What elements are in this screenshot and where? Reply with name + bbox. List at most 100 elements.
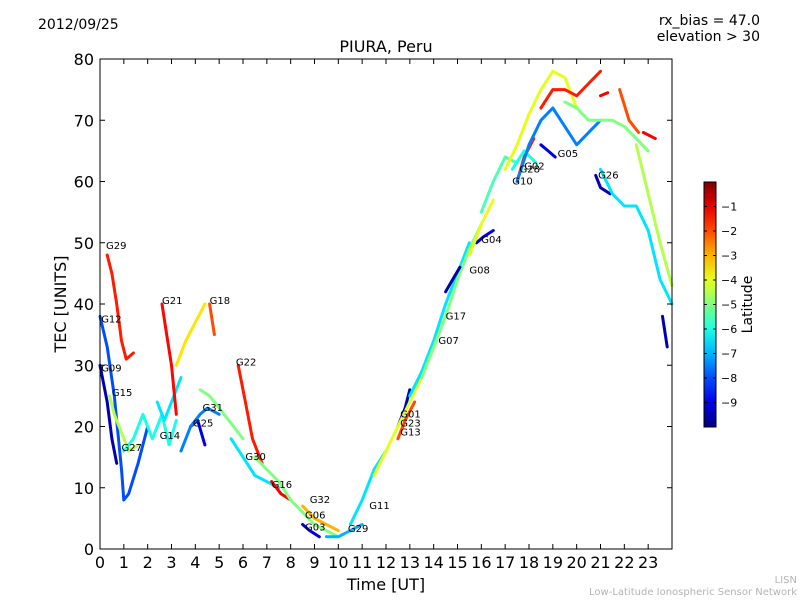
- x-tick-label: 20: [566, 553, 586, 572]
- series-track-g30: [229, 437, 281, 490]
- satellite-label: G14: [160, 431, 180, 442]
- satellite-label: G04: [481, 235, 501, 246]
- x-tick-label: 4: [190, 553, 200, 572]
- satellite-label: G29: [106, 241, 126, 252]
- x-tick-label: 11: [352, 553, 372, 572]
- satellite-label: G12: [101, 314, 121, 325]
- series-track-gb1: [661, 314, 669, 349]
- satellite-label: G10: [512, 177, 532, 188]
- credit-org: LISN: [774, 575, 797, 586]
- date-label: 2012/09/25: [38, 17, 119, 33]
- series-track-g18: [174, 302, 207, 367]
- satellite-label: G08: [469, 265, 489, 276]
- satellite-label: G22: [236, 357, 256, 368]
- x-tick-label: 17: [495, 553, 515, 572]
- credit: LISN Low-Latitude Ionospheric Sensor Net…: [589, 575, 797, 599]
- satellite-label: G17: [446, 311, 466, 322]
- colorbar-tick-label: −7: [721, 348, 737, 361]
- x-tick-label: 6: [238, 553, 248, 572]
- satellite-label: G05: [558, 149, 578, 160]
- satellite-label: G03: [305, 523, 325, 534]
- series-track-g17: [420, 222, 483, 379]
- satellite-label: G11: [369, 501, 389, 512]
- colorbar: −1 −2 −3 −4 −5 −6 −7 −8 −9 Latitude: [703, 181, 756, 428]
- plot-area: G29 G12 G09 G15 G27 G14 G21 G18 G31 G25 G22 G30 G16 G…: [98, 69, 674, 539]
- satellite-label: G32: [310, 495, 330, 506]
- y-tick-label: 50: [74, 234, 94, 253]
- chart-title: PIURA, Peru: [339, 37, 433, 56]
- satellite-label: G30: [245, 452, 265, 463]
- series-track-g09: [98, 363, 119, 465]
- x-tick-label: 21: [590, 553, 610, 572]
- rx-bias-label: rx_bias = 47.0: [658, 13, 760, 29]
- bias-info: rx_bias = 47.0 elevation > 30: [657, 13, 760, 45]
- y-tick-label: 40: [74, 295, 94, 314]
- x-tick-label: 18: [519, 553, 539, 572]
- x-tick-label: 2: [143, 553, 153, 572]
- x-tick-label: 1: [119, 553, 129, 572]
- x-tick-label: 22: [614, 553, 634, 572]
- colorbar-label: Latitude: [740, 276, 756, 334]
- y-tick-label: 70: [74, 111, 94, 130]
- plot-frame: [99, 58, 673, 550]
- x-tick-label: 0: [95, 553, 105, 572]
- colorbar-tick-label: −6: [721, 323, 737, 336]
- colorbar-tick-label: −9: [721, 397, 737, 410]
- colorbar-tick-label: −1: [721, 201, 737, 214]
- satellite-label: G27: [122, 443, 142, 454]
- series-track-g22: [236, 363, 264, 465]
- series-track-g05b: [515, 106, 602, 183]
- satellite-label: G15: [112, 388, 132, 399]
- satellite-label: G25: [193, 419, 213, 430]
- y-tick-label: 30: [74, 356, 94, 375]
- satellite-label: G07: [438, 336, 458, 347]
- satellite-label: G06: [305, 510, 325, 521]
- x-tick-label: 23: [638, 553, 658, 572]
- series-track-gr1: [539, 69, 602, 110]
- satellite-label: G29: [348, 524, 368, 535]
- satellite-label: G18: [210, 296, 230, 307]
- x-tick-label: 9: [309, 553, 319, 572]
- satellite-label: G28: [520, 164, 540, 175]
- x-tick-label: 3: [166, 553, 176, 572]
- satellite-label: G26: [598, 170, 618, 181]
- satellite-label: G16: [272, 480, 292, 491]
- x-axis-label: Time [UT]: [346, 575, 425, 594]
- series-track-g31: [179, 406, 221, 453]
- y-tick-label: 0: [84, 540, 94, 559]
- colorbar-tick-label: −3: [721, 250, 737, 263]
- series-track-g21: [160, 302, 178, 416]
- series-track-gr3: [618, 88, 641, 134]
- y-tick-label: 20: [74, 418, 94, 437]
- x-tick-label: 15: [447, 553, 467, 572]
- elevation-label: elevation > 30: [656, 29, 760, 45]
- series-track-gr2: [599, 91, 610, 98]
- series-track-g06: [253, 455, 340, 539]
- y-tick-label: 60: [74, 173, 94, 192]
- series-track-gr4: [641, 131, 657, 141]
- satellite-label: G02: [524, 161, 544, 172]
- x-tick-label: 14: [423, 553, 443, 572]
- series-track-gy1: [503, 69, 579, 171]
- satellite-label: G31: [203, 403, 223, 414]
- colorbar-tick-label: −4: [721, 274, 737, 287]
- x-tick-label: 10: [328, 553, 348, 572]
- satellite-label: G09: [101, 363, 121, 374]
- series-track-g05: [539, 143, 557, 159]
- x-tick-label: 13: [400, 553, 420, 572]
- series-track-g02: [510, 149, 538, 171]
- series-track-g08: [444, 265, 462, 294]
- series-track-gy2: [634, 143, 674, 288]
- x-tick-label: 7: [262, 553, 272, 572]
- series-track-g14: [155, 376, 183, 422]
- series-track-g29b: [324, 523, 364, 539]
- satellite-label: G23: [400, 419, 420, 430]
- series-track-g03: [301, 523, 321, 539]
- colorbar-tick-label: −5: [721, 299, 737, 312]
- series-track-g26: [594, 173, 612, 196]
- series-track-g23: [396, 400, 417, 441]
- series-track-g04b: [467, 198, 495, 257]
- series-track-g32: [301, 504, 340, 533]
- y-tick-label: 10: [74, 479, 94, 498]
